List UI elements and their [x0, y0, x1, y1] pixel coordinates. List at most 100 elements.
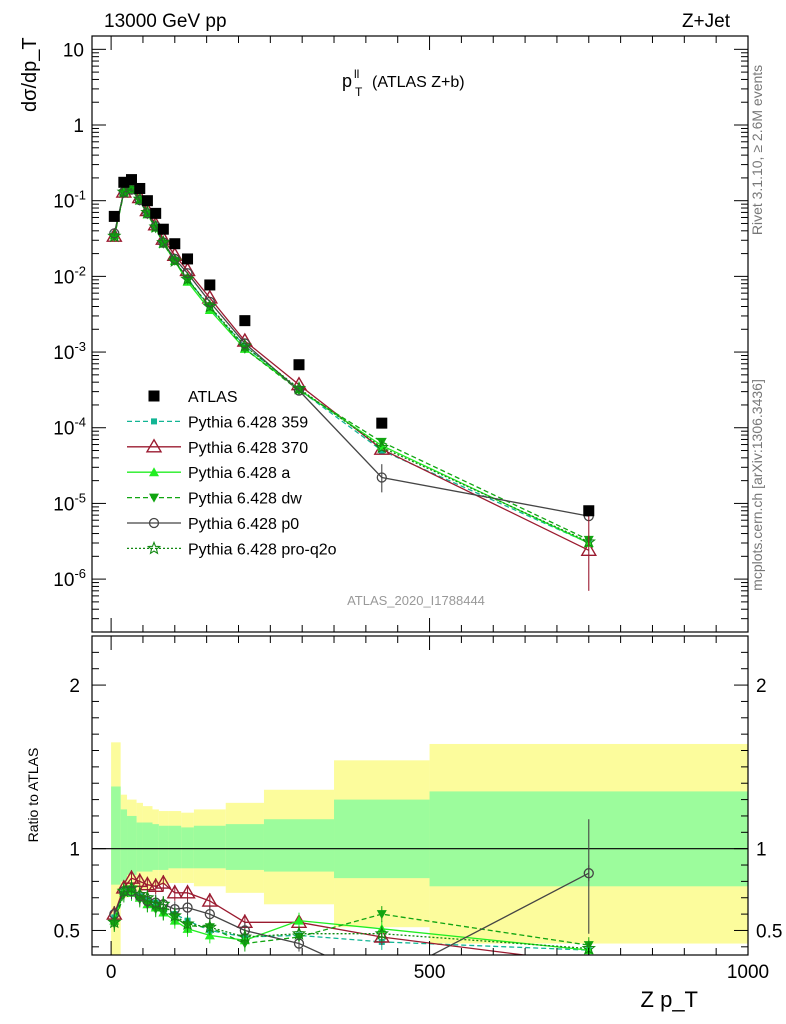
legend-marker: [148, 390, 160, 402]
band-stat: [120, 809, 128, 882]
band-stat: [127, 815, 137, 875]
ratio-series-6: [107, 879, 596, 955]
ratio-line: [113, 887, 589, 950]
plot-frame: [91, 635, 749, 956]
legend-marker: [146, 540, 162, 555]
y-axis-title-top: dσ/dp_T: [19, 37, 41, 112]
data-point: [202, 299, 217, 313]
band-stat: [111, 786, 121, 885]
plot-title-symbol: p: [342, 71, 352, 91]
band-stat: [136, 822, 143, 872]
series-line: [113, 188, 590, 544]
y-tick-label-right: 2: [756, 676, 767, 697]
ratio-point: [293, 915, 304, 925]
y-tick-label: 10-4: [53, 415, 86, 440]
ratio-point: [107, 914, 122, 929]
plot-title-subscript: T: [355, 85, 363, 99]
ratio-point: [180, 916, 195, 931]
y-tick-label: 10-2: [53, 263, 86, 288]
y-tick-label: 0.5: [54, 921, 80, 942]
energy-label: 13000 GeV pp: [104, 11, 227, 32]
ratio-point: [147, 877, 164, 892]
ratio-point: [179, 884, 196, 899]
data-point: [108, 210, 120, 222]
plot-frame: [91, 35, 749, 633]
legend-item: Pythia 6.428 dw: [127, 491, 302, 508]
band-stat: [168, 825, 182, 869]
series-5: [109, 184, 594, 522]
ratio-plot: 0.5 0.5 1 1 2 2 0 500 1000: [54, 635, 782, 983]
data-point: [169, 238, 181, 250]
legend-item: Pythia 6.428 p0: [127, 516, 299, 533]
y-tick-label: 10-3: [53, 339, 86, 364]
data-point: [156, 235, 171, 249]
y-tick-label: 2: [69, 676, 80, 697]
series-6: [107, 180, 596, 549]
y-tick-label-right: 0.5: [756, 921, 782, 942]
band-stat: [334, 799, 430, 879]
series-atlas: [108, 174, 595, 517]
legend-label: Pythia 6.428 370: [188, 440, 308, 457]
ratio-point: [155, 874, 172, 889]
ratio-point: [588, 954, 589, 955]
data-point: [125, 174, 137, 186]
data-point: [182, 253, 194, 265]
ratio-point: [374, 926, 389, 940]
data-point: [583, 505, 595, 517]
data-point: [167, 253, 182, 268]
ratio-point: [156, 896, 171, 911]
ratio-point: [140, 890, 155, 904]
data-point: [204, 279, 216, 291]
legend-marker: [145, 438, 163, 453]
ratio-axis-title: Ratio to ATLAS: [25, 748, 41, 843]
legend-marker: [149, 467, 159, 477]
legend-label: Pythia 6.428 dw: [188, 491, 302, 508]
ratio-point: [201, 892, 219, 907]
series-line: [113, 186, 590, 551]
data-point: [107, 228, 122, 243]
data-point: [374, 439, 389, 454]
band-stat: [193, 825, 226, 869]
legend-label: Pythia 6.428 p0: [188, 516, 299, 533]
y-tick-label: 1: [73, 116, 84, 137]
data-point: [291, 380, 307, 395]
series-line: [113, 187, 590, 543]
legend-item: Pythia 6.428 359: [127, 414, 308, 431]
series-3: [109, 184, 594, 547]
plot-title-superscript: ll: [354, 67, 359, 81]
rivet-label: Rivet 3.1.10, ≥ 2.6M events: [749, 65, 765, 235]
band-stat: [225, 824, 264, 870]
y-tick-label: 1: [69, 840, 80, 861]
legend-item: Pythia 6.428 370: [127, 438, 308, 457]
ratio-point: [291, 926, 307, 940]
data-point: [158, 239, 169, 249]
ratio-point: [376, 910, 387, 920]
ratio-point: [182, 902, 193, 913]
ratio-point: [139, 876, 156, 891]
legend-label: Pythia 6.428 a: [188, 465, 290, 482]
process-label: Z+Jet: [682, 11, 731, 32]
data-point: [158, 237, 169, 248]
ratio-point: [124, 880, 139, 895]
ratio-point: [166, 884, 184, 899]
y-tick-label: 10-1: [53, 188, 86, 213]
data-point: [116, 184, 132, 199]
data-point: [150, 207, 162, 219]
series-4: [109, 185, 594, 545]
series-line: [113, 188, 590, 541]
main-plot: 10 1 10-1 10-2 10-3 10-4 10-5 10-6: [53, 35, 749, 633]
y-axis-title: dσ/dp_T: [19, 37, 41, 112]
band-stat: [181, 827, 194, 869]
legend-marker: [149, 493, 159, 503]
legend-marker: [148, 517, 160, 529]
series-2: [106, 178, 597, 557]
data-point: [180, 271, 195, 286]
mcplots-label: mcplots.cern.ch [arXiv:1306.3436]: [749, 379, 765, 591]
ratio-point: [167, 908, 182, 922]
data-point: [134, 182, 146, 194]
series-1: [111, 186, 592, 546]
data-point: [141, 195, 153, 207]
ratio-point: [158, 908, 169, 918]
x-tick-label: 500: [414, 962, 446, 983]
